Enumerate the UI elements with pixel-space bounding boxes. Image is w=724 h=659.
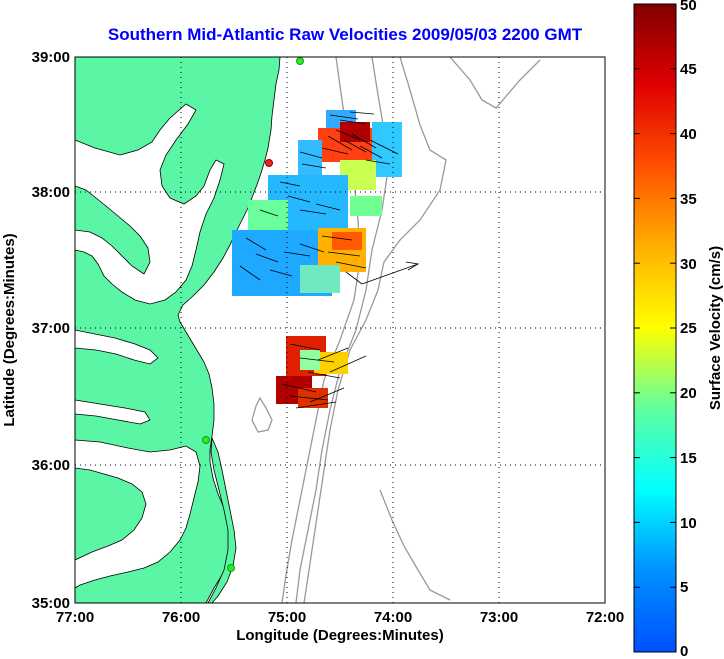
colorbar-gradient [633,3,677,653]
colorbar-tick-label: 30 [680,256,697,273]
colorbar-tick-label: 10 [680,515,697,532]
colorbar-tick-label: 35 [680,191,697,208]
map-title: Southern Mid-Atlantic Raw Velocities 200… [108,25,583,44]
colorbar-label: Surface Velocity (cm/s) [707,246,724,410]
colorbar-tick-label: 50 [680,0,697,14]
velocity-patch-south [276,336,348,408]
x-tick-label: 74:00 [374,609,412,626]
x-axis-label: Longitude (Degrees:Minutes) [236,627,444,644]
y-axis-label: Latitude (Degrees:Minutes) [1,233,18,426]
y-tick-label: 35:00 [32,595,70,612]
pamlico-sound [75,439,201,589]
y-axis: 39:00 38:00 37:00 36:00 35:00 Latitude (… [1,49,70,612]
x-tick-label: 73:00 [480,609,518,626]
barrier-island [207,437,237,603]
colorbar-tick-label: 45 [680,61,697,78]
river-inlet-2 [75,399,151,425]
colorbar-tick-label: 40 [680,126,697,143]
colorbar-tick-label: 0 [680,643,688,659]
velocity-patch-north [232,110,402,296]
station-marker [296,57,304,65]
current-vectors [239,111,420,409]
colorbar-tick-label: 15 [680,450,697,467]
plot-border [74,56,606,604]
colorbar-tick-label: 5 [680,579,688,596]
river-inlet-1 [75,329,159,365]
x-tick-label: 76:00 [162,609,200,626]
x-tick-label: 72:00 [586,609,624,626]
y-tick-label: 36:00 [32,457,70,474]
chesapeake-bay [75,103,225,305]
colorbar: 50 45 40 35 30 25 20 15 10 5 0 Surface V… [633,0,724,659]
y-tick-label: 38:00 [32,184,70,201]
x-axis: 77:00 76:00 75:00 74:00 73:00 72:00 Long… [56,609,624,644]
y-tick-label: 39:00 [32,49,70,66]
graticule [75,57,605,603]
colorbar-tick-label: 25 [680,320,697,337]
x-tick-label: 77:00 [56,609,94,626]
y-tick-label: 37:00 [32,320,70,337]
colorbar-tick-label: 20 [680,385,697,402]
station-marker [202,436,210,444]
station-marker [265,159,273,167]
x-tick-label: 75:00 [268,609,306,626]
station-marker [227,564,235,572]
